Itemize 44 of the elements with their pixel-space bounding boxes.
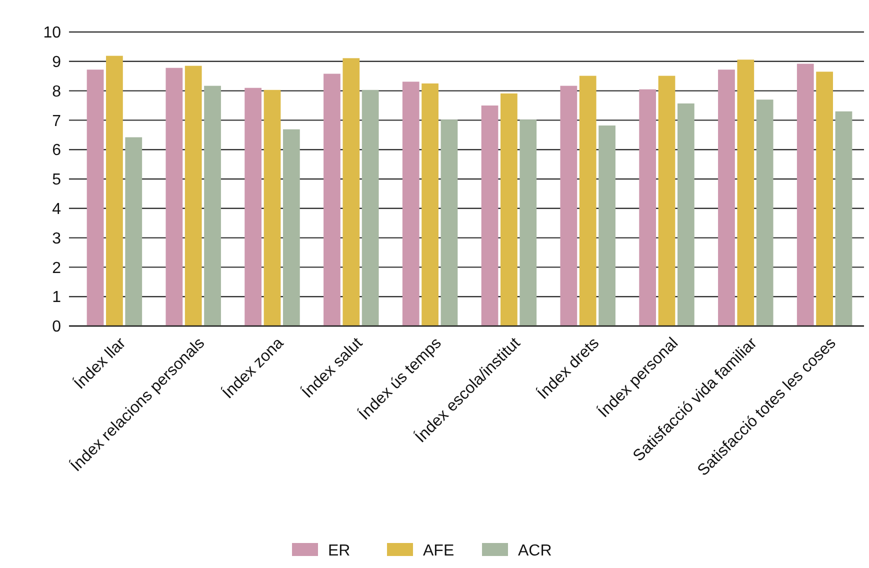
- bar: [244, 88, 262, 326]
- legend-label: ER: [328, 542, 350, 560]
- bar: [342, 58, 360, 326]
- bar: [756, 100, 774, 326]
- bar: [520, 120, 537, 326]
- bar: [639, 89, 656, 326]
- bar: [422, 83, 438, 326]
- bar: [362, 90, 379, 326]
- y-tick-label: 5: [52, 172, 62, 189]
- bar: [835, 111, 852, 326]
- bar: [598, 125, 616, 326]
- bar: [106, 56, 123, 326]
- bar: [402, 82, 420, 326]
- bar: [264, 90, 281, 326]
- y-tick-label: 7: [52, 112, 62, 130]
- y-tick-label: 3: [52, 230, 62, 248]
- bar: [677, 103, 694, 326]
- bar: [796, 64, 814, 326]
- bar: [125, 137, 142, 326]
- y-tick-label: 6: [52, 142, 62, 160]
- y-tick-label: 1: [52, 289, 62, 306]
- bar: [718, 70, 735, 326]
- bar: [282, 129, 300, 326]
- y-tick-label: 4: [52, 201, 62, 218]
- bar: [560, 86, 578, 326]
- bar: [579, 76, 596, 326]
- y-tick-label: 10: [43, 24, 62, 42]
- bar: [481, 106, 498, 326]
- legend-label: AFE: [423, 542, 454, 560]
- bar: [440, 120, 458, 326]
- bar: [816, 72, 833, 326]
- y-tick-label: 0: [52, 318, 62, 336]
- legend-label: ACR: [518, 542, 552, 560]
- y-tick-label: 2: [52, 260, 62, 277]
- y-tick-label: 9: [52, 54, 62, 71]
- bar: [184, 66, 202, 326]
- bar: [204, 86, 221, 326]
- bar: [658, 76, 676, 326]
- bar: [500, 93, 518, 326]
- bar: [737, 60, 754, 326]
- bar: [324, 74, 340, 326]
- bar: [166, 68, 183, 326]
- bar: [86, 70, 104, 326]
- y-tick-label: 8: [52, 83, 62, 100]
